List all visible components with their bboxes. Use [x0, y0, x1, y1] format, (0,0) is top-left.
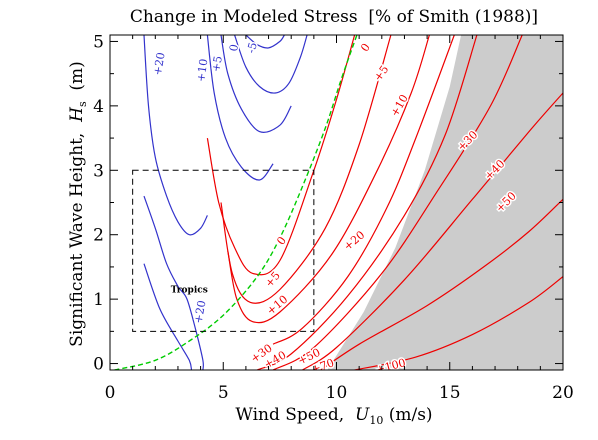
red-contour-line-14 [320, 198, 563, 370]
shaded-region [327, 35, 563, 370]
plot-content: Tropics+20 +10+50 -5+2000+5+5+10+10+20+30+… [114, 35, 563, 370]
blue-contour-line-2 [220, 35, 292, 133]
blue-contour-line-5 [143, 195, 204, 370]
chart-title: Change in Modeled Stress [% of Smith (19… [130, 7, 538, 27]
contour-label-8-1: +5 [371, 63, 391, 84]
reference-curve [114, 35, 358, 370]
x-axis-unit: (m/s) [383, 405, 432, 425]
blue-contour-line-6 [143, 263, 193, 370]
y-axis-title: Significant Wave Height, Hs (m) [67, 61, 89, 347]
red-contour-line-12 [272, 35, 523, 370]
ticks [109, 35, 564, 370]
x-axis-label-text: Wind Speed, [235, 405, 355, 425]
contour-label-4-0: -5 [245, 41, 260, 55]
blue-contour-line-3 [234, 35, 308, 94]
x-tick-label-3: 15 [439, 383, 461, 403]
red-contour-line-8 [220, 35, 392, 304]
y-axis-label-text: Significant Wave Height, [67, 122, 87, 347]
x-tick-label-1: 5 [218, 383, 229, 403]
y-axis-subscript: s [76, 101, 89, 107]
contour-label-0-0: +20 [151, 51, 168, 76]
contour-label-8-0: +5 [263, 269, 283, 290]
red-contour-line-10 [272, 35, 455, 345]
plot-area: Tropics+20 +10+50 -5+2000+5+5+10+10+20+30+… [93, 32, 574, 403]
x-tick-label-4: 20 [552, 383, 574, 403]
contour-label-2-0: +5 [209, 55, 225, 73]
tropics-label: Tropics [171, 286, 208, 296]
y-tick-label-5: 5 [93, 32, 104, 52]
x-axis-title: Wind Speed, U10 (m/s) [235, 405, 432, 427]
blue-contour-line-0 [143, 35, 208, 236]
tropics-box [132, 169, 315, 332]
contour-label-9-1: +10 [388, 92, 411, 119]
contour-label-5-0: +20 [192, 299, 209, 324]
y-axis-symbol: H [67, 106, 87, 123]
y-tick-label-2: 2 [93, 226, 104, 246]
red-contour-line-7 [206, 35, 356, 276]
red-contour-line-9 [227, 35, 430, 324]
blue-contour-line-1 [206, 35, 274, 181]
x-tick-label-2: 10 [326, 383, 348, 403]
y-tick-label-4: 4 [93, 97, 104, 117]
y-axis-unit: (m) [67, 61, 87, 101]
red-contour-line-15 [354, 276, 563, 370]
red-contour-line-11 [256, 35, 478, 370]
x-axis-symbol: U [355, 405, 370, 425]
y-tick-label-1: 1 [93, 290, 104, 310]
red-contour-line-13 [302, 92, 563, 370]
y-tick-label-0: 0 [93, 355, 104, 375]
contour-label-7-1: 0 [358, 41, 373, 54]
blue-contour-line-4 [245, 35, 285, 49]
x-tick-label-0: 0 [105, 383, 116, 403]
contour-label-1-0: +10 [194, 58, 210, 83]
y-tick-label-3: 3 [93, 161, 104, 181]
contour-label-3-0: 0 [227, 43, 241, 52]
x-axis-subscript: 10 [369, 414, 383, 427]
